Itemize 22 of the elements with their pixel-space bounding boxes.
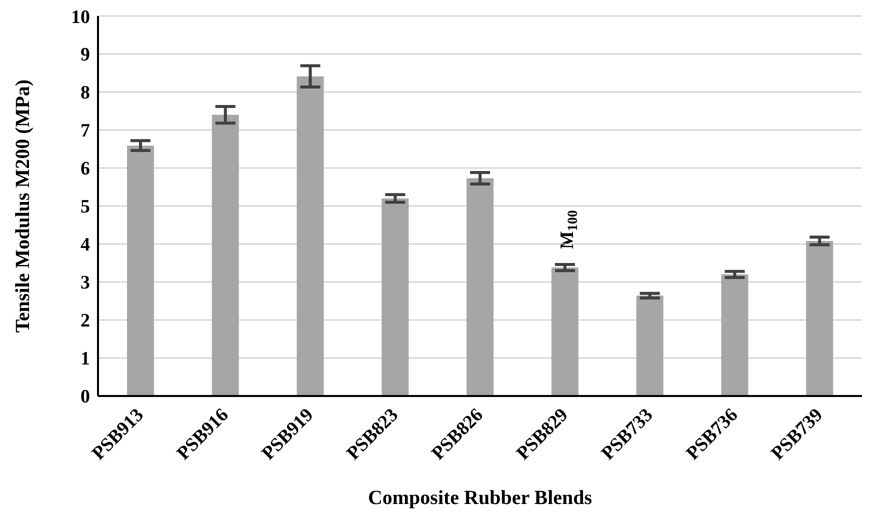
- y-tick-label: 0: [80, 386, 90, 408]
- y-tick-label: 10: [71, 6, 90, 28]
- y-tick-label: 6: [80, 158, 90, 180]
- bar: [212, 114, 239, 396]
- y-tick-label: 3: [80, 272, 90, 294]
- y-tick-label: 8: [80, 82, 90, 104]
- y-tick-label: 1: [80, 348, 90, 370]
- y-tick-label: 9: [80, 44, 90, 66]
- bar: [296, 76, 324, 396]
- bar: [127, 146, 154, 396]
- x-axis-title: Composite Rubber Blends: [368, 487, 592, 509]
- bar: [551, 268, 578, 396]
- bar: [382, 198, 409, 396]
- bar: [806, 240, 834, 396]
- bar: [636, 296, 664, 396]
- y-tick-label: 4: [80, 234, 90, 256]
- y-tick-label: 5: [80, 196, 90, 218]
- y-axis-title: Tensile Modulus M200 (MPa): [12, 79, 34, 333]
- y-tick-label: 2: [80, 310, 90, 332]
- y-tick-label: 7: [80, 120, 90, 142]
- bar: [466, 178, 494, 396]
- bar: [721, 274, 748, 396]
